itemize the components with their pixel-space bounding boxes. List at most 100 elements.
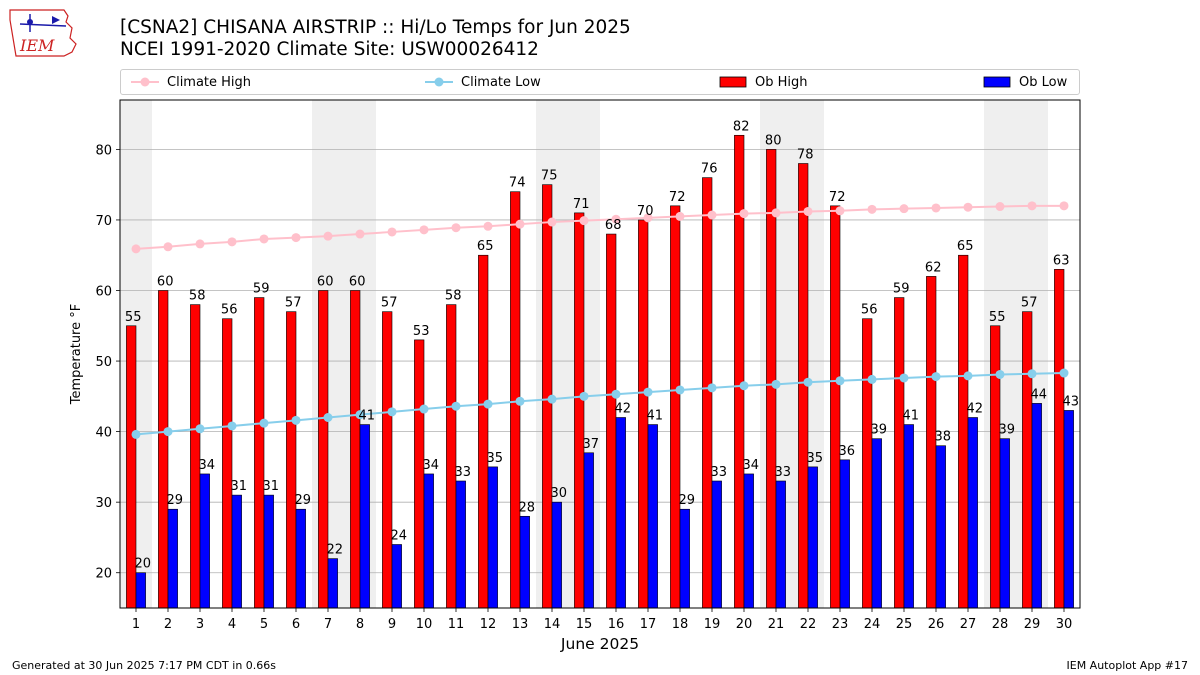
chart-subtitle: NCEI 1991-2020 Climate Site: USW00026412 [120, 39, 539, 60]
ob-high-value-label: 82 [733, 119, 750, 134]
x-tick-label: 27 [960, 617, 977, 632]
y-tick-label: 70 [95, 214, 112, 229]
y-axis-label: Temperature °F [69, 304, 84, 405]
ob-low-value-label: 33 [455, 465, 472, 480]
climate-high-point [675, 211, 685, 221]
x-tick-label: 21 [768, 617, 785, 632]
ob-low-value-label: 41 [359, 409, 376, 424]
x-tick-label: 8 [356, 617, 364, 632]
ob-low-value-label: 33 [711, 465, 728, 480]
climate-low-point [131, 429, 141, 439]
ob-high-bar [958, 254, 969, 609]
x-tick-label: 4 [228, 617, 236, 632]
x-tick-label: 2 [164, 617, 172, 632]
ob-low-bar [199, 473, 210, 609]
ob-low-bar [1063, 410, 1074, 609]
ob-high-bar [862, 318, 873, 609]
ob-high-bar [1054, 269, 1065, 609]
ob-high-value-label: 55 [125, 310, 142, 325]
ob-low-value-label: 41 [903, 409, 920, 424]
climate-high-point [451, 223, 461, 233]
climate-high-point [227, 237, 237, 247]
legend-label-ob-high: Ob High [755, 74, 808, 90]
climate-high-point [867, 204, 877, 214]
x-tick-label: 15 [576, 617, 593, 632]
climate-high-point [131, 244, 141, 254]
climate-low-point [611, 389, 621, 399]
climate-high-point [1059, 201, 1069, 211]
legend-item-climate-high: Climate High [131, 70, 251, 94]
ob-high-value-label: 59 [253, 282, 270, 297]
ob-low-bar [391, 544, 402, 609]
climate-high-point [291, 233, 301, 243]
climate-high-point [707, 210, 717, 220]
ob-high-value-label: 58 [189, 289, 206, 304]
climate-low-line [135, 372, 1065, 436]
ob-low-bar [807, 466, 818, 609]
ob-high-value-label: 70 [637, 204, 654, 219]
generated-timestamp: Generated at 30 Jun 2025 7:17 PM CDT in … [12, 659, 277, 672]
climate-low-point [387, 407, 397, 417]
climate-high-point [387, 227, 397, 237]
ob-high-value-label: 60 [157, 275, 174, 290]
x-tick-label: 9 [388, 617, 396, 632]
climate-low-point [1027, 369, 1037, 379]
ob-low-value-label: 29 [167, 493, 184, 508]
climate-high-point [515, 219, 525, 229]
ob-low-bar [551, 501, 562, 609]
climate-low-point [931, 372, 941, 382]
x-tick-label: 1 [132, 617, 140, 632]
climate-low-point [1059, 368, 1069, 378]
x-tick-label: 5 [260, 617, 268, 632]
climate-high-point [643, 213, 653, 223]
ob-high-value-label: 65 [957, 239, 974, 254]
ob-high-value-label: 80 [765, 133, 782, 148]
ob-high-bar [254, 297, 265, 609]
iem-logo: IEM [9, 9, 77, 57]
x-tick-label: 23 [832, 617, 849, 632]
ob-high-bar [1022, 311, 1033, 609]
chart-legend: Climate High Climate Low Ob High Ob Low [120, 69, 1080, 95]
ob-high-bar [158, 290, 169, 609]
ob-low-value-label: 42 [615, 402, 632, 417]
ob-low-bar [743, 473, 754, 609]
ob-high-value-label: 71 [573, 197, 590, 212]
x-tick-label: 6 [292, 617, 300, 632]
legend-marker-bar-icon [719, 76, 747, 88]
ob-low-value-label: 34 [423, 458, 440, 473]
ob-high-value-label: 72 [669, 190, 686, 205]
ob-low-value-label: 39 [999, 423, 1016, 438]
ob-low-value-label: 20 [135, 557, 152, 572]
climate-high-point [323, 231, 333, 241]
x-tick-label: 16 [608, 617, 625, 632]
climate-low-point [323, 413, 333, 422]
climate-low-point [675, 385, 685, 395]
x-tick-label: 13 [512, 617, 529, 632]
climate-low-point [995, 369, 1005, 379]
climate-low-point [771, 379, 781, 389]
ob-low-value-label: 44 [1031, 387, 1048, 402]
ob-low-value-label: 39 [871, 423, 888, 438]
climate-low-point [739, 381, 749, 391]
ob-high-bar [702, 177, 713, 609]
legend-marker-line-icon [131, 77, 159, 87]
ob-high-value-label: 56 [221, 303, 238, 318]
climate-high-point [355, 229, 365, 239]
ob-low-bar [679, 508, 690, 609]
y-tick-label: 30 [95, 496, 112, 511]
ob-low-bar [487, 466, 498, 609]
ob-high-bar [286, 311, 297, 609]
climate-high-point [835, 206, 845, 216]
ob-high-value-label: 76 [701, 162, 718, 177]
y-tick-label: 80 [95, 143, 112, 158]
ob-high-bar [446, 304, 457, 609]
climate-low-point [835, 376, 845, 386]
x-tick-label: 19 [704, 617, 721, 632]
ob-high-bar [894, 297, 905, 609]
climate-high-point [579, 216, 589, 226]
x-tick-label: 22 [800, 617, 817, 632]
ob-high-bar [734, 134, 745, 609]
y-tick-label: 60 [95, 285, 112, 300]
climate-high-point [611, 214, 621, 224]
y-tick-label: 40 [95, 426, 112, 441]
